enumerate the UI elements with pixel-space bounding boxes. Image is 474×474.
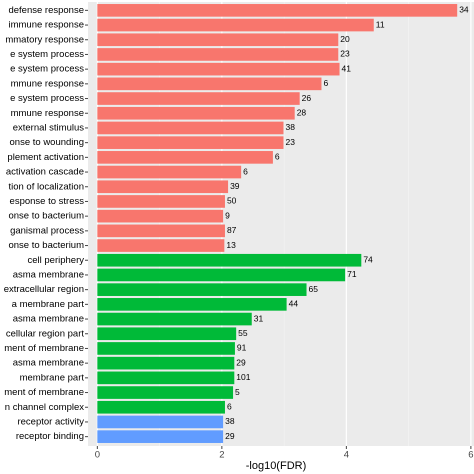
bar [97,312,252,326]
bar [97,356,235,370]
count-label: 87 [227,225,237,235]
count-label: 29 [236,357,246,367]
y-tick-label: a membrane part [12,299,85,310]
y-tick-label: n channel complex [5,402,84,413]
count-label: 39 [230,181,240,191]
bar [97,430,224,443]
y-tick-label: onse to bacterium [8,240,84,251]
bar [97,165,242,179]
bar [97,415,224,429]
x-axis-title: -log10(FDR) [246,460,307,472]
x-tick-label: 4 [344,450,349,461]
count-label: 23 [340,49,350,59]
x-tick-label: 0 [95,450,100,461]
bar [97,400,225,414]
bar [97,371,235,385]
count-label: 50 [227,196,237,206]
y-tick-label: asma membrane [13,358,84,369]
y-tick-label: immune response [8,20,84,31]
count-label: 6 [227,402,232,412]
bar [97,33,339,47]
bar [97,195,225,208]
y-tick-label: onse to wounding [10,137,84,148]
bar [97,268,346,282]
y-tick-label: cellular region part [6,328,85,339]
y-tick-label: e system process [10,64,84,75]
count-label: 38 [225,416,235,426]
y-tick-label: extracellular region [4,284,84,295]
y-tick-label: mmune response [11,108,84,119]
count-label: 74 [363,255,373,265]
y-tick-label: cell periphery [28,255,85,266]
y-tick-label: e system process [10,93,84,104]
y-tick-label: asma membrane [13,314,84,325]
count-label: 20 [340,34,350,44]
y-tick-label: activation cascade [6,167,84,178]
count-label: 101 [236,372,250,382]
count-label: 28 [297,108,307,118]
y-tick-label: receptor binding [16,431,84,442]
bar [97,327,237,341]
bar [97,386,234,399]
count-label: 38 [285,122,295,132]
count-label: 5 [235,387,240,397]
count-label: 6 [275,152,280,162]
bar [97,253,362,267]
y-tick-label: asma membrane [13,269,84,280]
count-label: 9 [225,210,230,220]
y-tick-label: onse to bacterium [8,211,84,222]
count-label: 65 [309,284,319,294]
bar [97,239,225,252]
bar [97,106,295,120]
bar [97,62,340,76]
y-tick-label: mmune response [11,78,84,89]
count-label: 44 [289,299,299,309]
bar [97,342,235,355]
y-tick-label: ment of membrane [4,343,84,354]
bar [97,4,458,17]
bar [97,18,374,32]
bar [97,92,300,105]
count-label: 41 [342,63,352,73]
y-tick-label: receptor activity [17,416,84,427]
count-label: 6 [323,78,328,88]
bar [97,151,273,164]
count-label: 26 [302,93,312,103]
y-tick-label: defense response [8,5,84,16]
bar [97,298,287,311]
x-tick-label: 2 [219,450,224,461]
y-tick-label: external stimulus [13,122,85,133]
count-label: 31 [254,313,264,323]
bar [97,283,307,296]
bar [97,121,284,135]
bar [97,209,224,223]
count-label: 55 [238,328,248,338]
count-label: 13 [226,240,236,250]
y-tick-label: tion of localization [8,181,84,192]
count-label: 71 [347,269,357,279]
y-tick-label: mmatory response [5,34,84,45]
y-tick-label: ment of membrane [4,387,84,398]
y-tick-label: ganismal process [10,225,84,236]
bar [97,48,339,61]
x-tick-label: 6 [468,450,473,461]
y-tick-label: esponse to stress [10,196,85,207]
count-label: 6 [243,166,248,176]
bar [97,136,284,149]
count-label: 29 [225,431,235,441]
y-tick-label: plement activation [7,152,84,163]
count-label: 23 [285,137,295,147]
count-label: 34 [459,5,469,15]
bar [97,77,322,91]
count-label: 91 [237,343,247,353]
y-tick-label: e system process [10,49,84,60]
y-tick-label: membrane part [20,372,85,383]
bar [97,180,229,194]
bar [97,224,225,238]
count-label: 11 [376,19,385,29]
